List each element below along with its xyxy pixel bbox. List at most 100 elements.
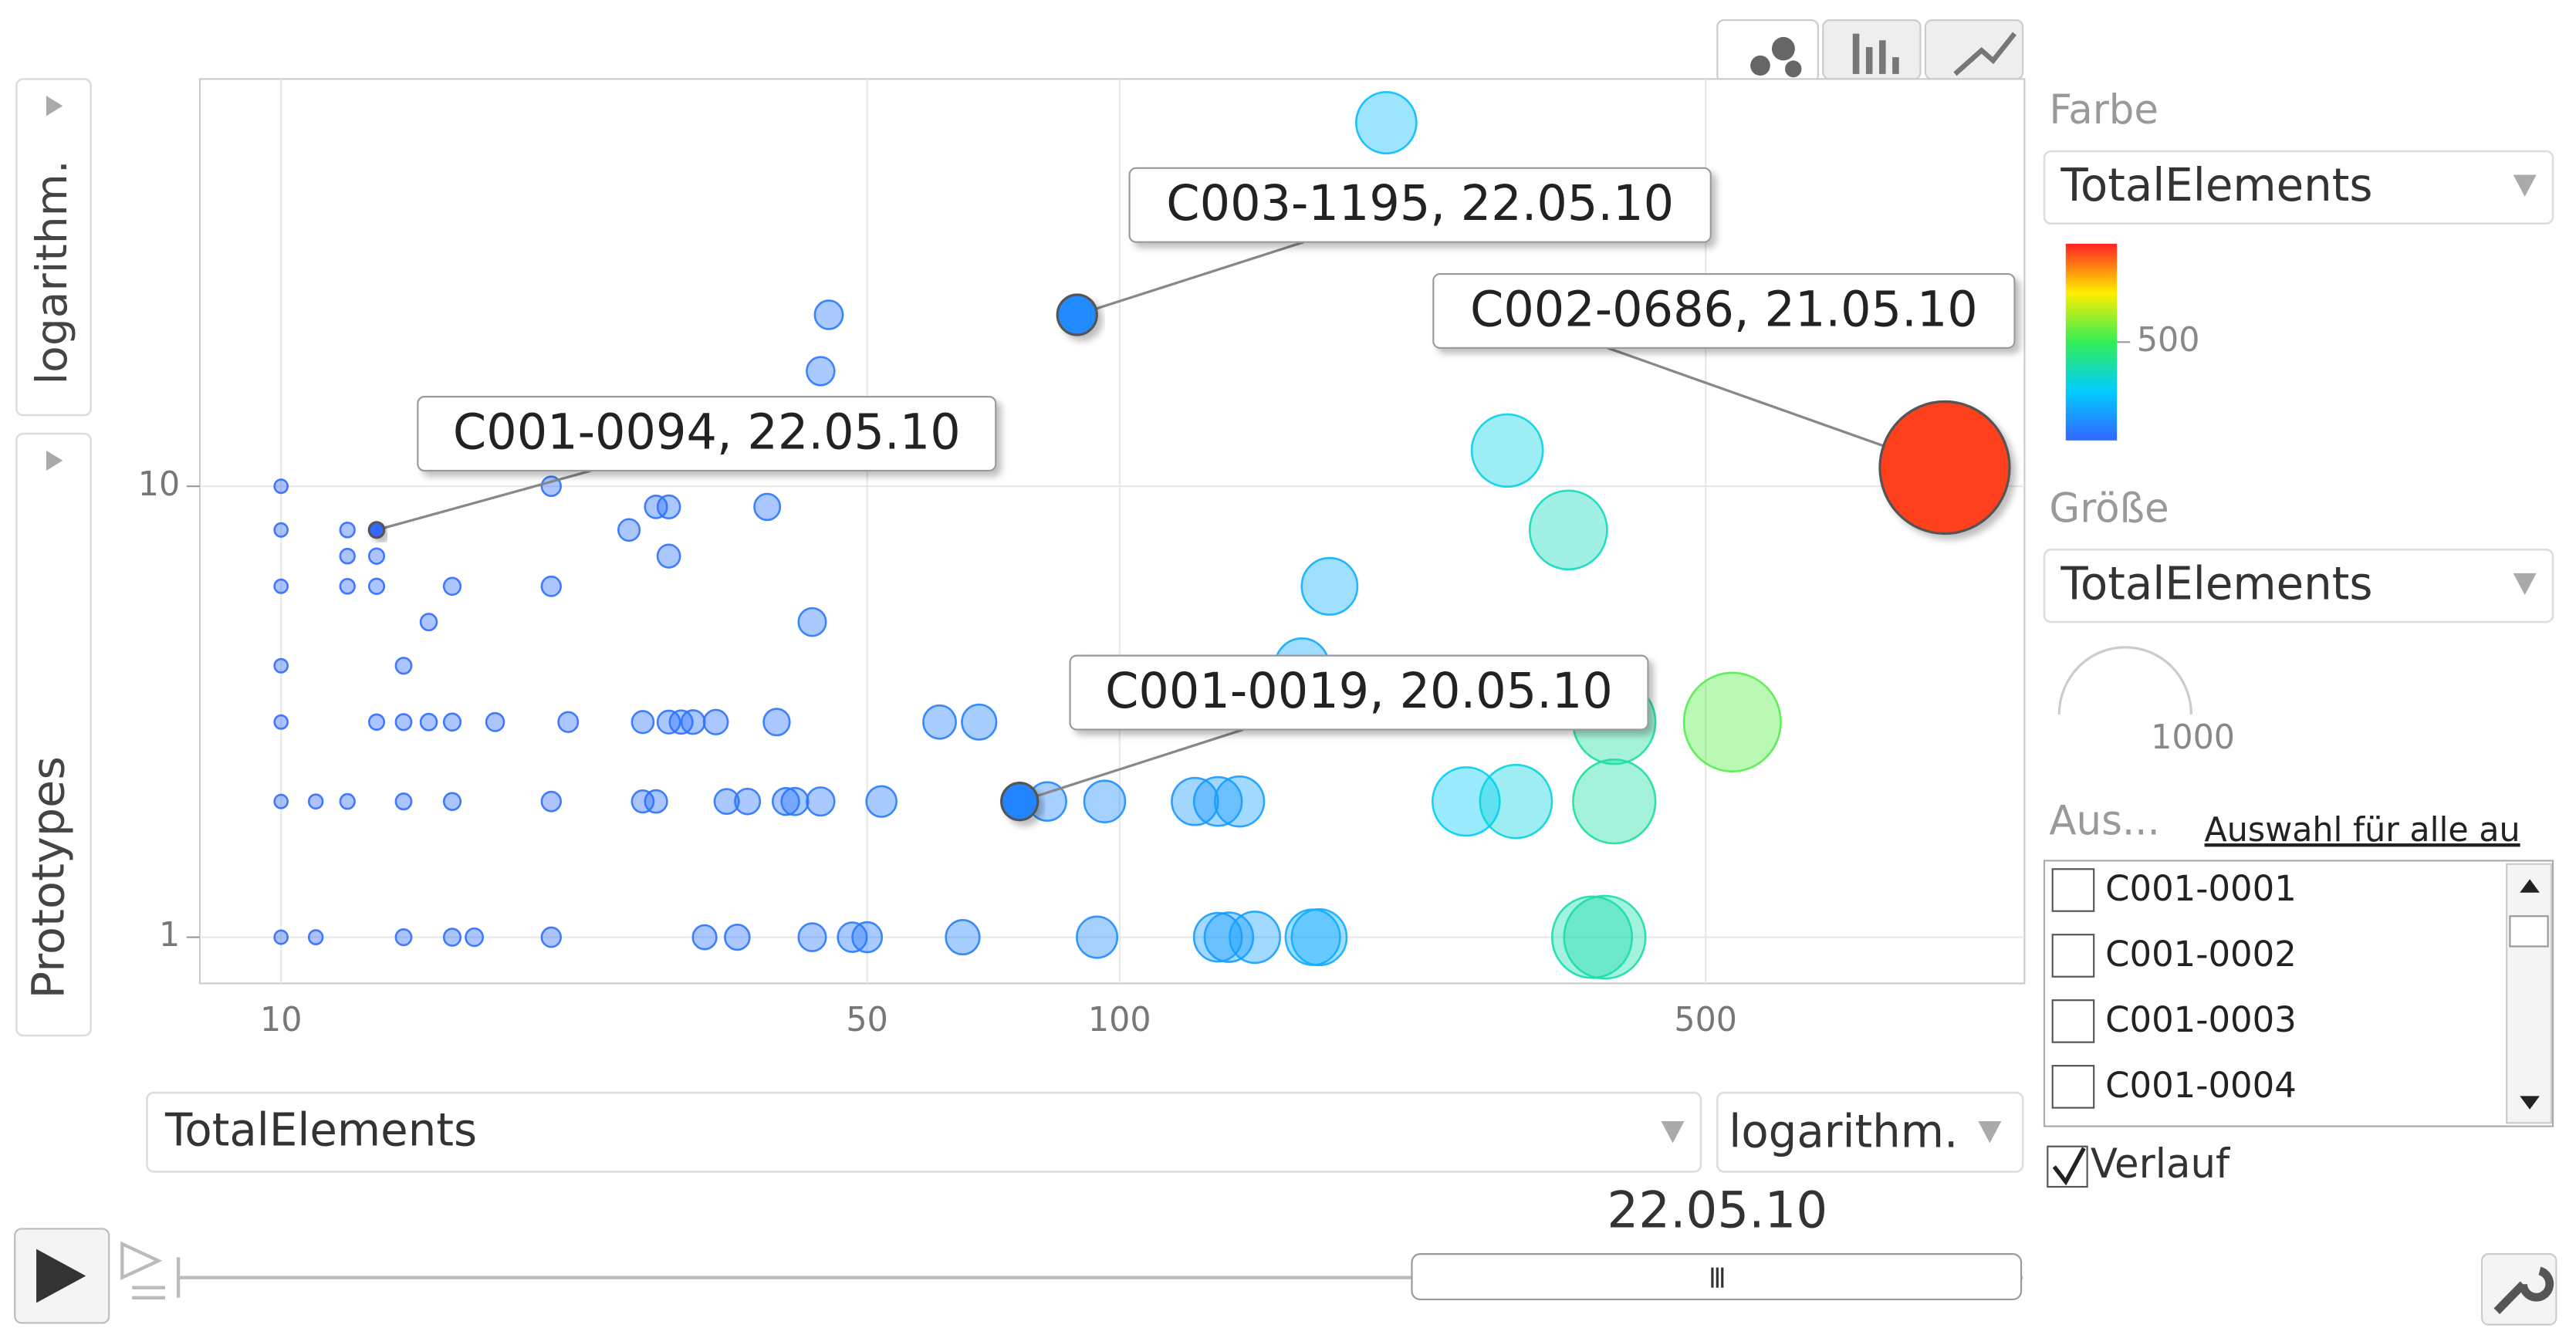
bubble[interactable] [617,518,641,542]
bubble[interactable] [339,521,356,539]
bubble[interactable] [771,786,800,816]
bubble[interactable] [367,713,386,731]
bubble[interactable] [806,356,836,387]
bubble[interactable] [702,708,729,735]
bubble[interactable] [656,494,681,520]
bubble[interactable] [273,793,289,809]
bubble[interactable] [1300,556,1359,616]
bubble[interactable] [339,577,356,595]
thumb-grip [1711,1267,1724,1288]
bubble[interactable] [442,576,462,596]
bubble[interactable] [367,547,386,565]
bubble[interactable] [1682,671,1782,772]
line-tab[interactable] [1924,19,2024,80]
bubble[interactable] [865,785,898,818]
bubble[interactable] [1470,413,1544,488]
bubble[interactable] [394,657,413,675]
highlighted-bubble[interactable] [1000,782,1040,822]
item-checkbox[interactable] [2051,868,2095,912]
bubble[interactable] [1229,911,1281,965]
scrollbar[interactable] [2506,863,2552,1124]
bubble[interactable] [1192,911,1243,963]
highlighted-bubble[interactable] [1056,293,1098,336]
dropdown-arrow [46,96,63,117]
bubble[interactable] [442,928,462,947]
item-label[interactable]: C001-0004 [2105,1065,2297,1106]
item-label[interactable]: C001-0003 [2105,999,2297,1040]
y-scale-select[interactable] [15,78,92,417]
item-checkbox[interactable] [2051,1065,2095,1109]
bubble[interactable] [339,547,356,565]
item-label[interactable]: C001-0002 [2105,934,2297,975]
x-variable-select[interactable] [146,1091,1702,1173]
dropdown-arrow [2513,573,2537,596]
bubble[interactable] [691,924,718,951]
bubble[interactable] [630,710,655,735]
bubble[interactable] [753,492,782,522]
bubble[interactable] [1076,915,1119,959]
bubble[interactable] [367,577,386,596]
bubble[interactable] [797,607,827,637]
bubble-tab[interactable] [1716,19,1819,83]
highlighted-bubble[interactable] [1878,400,2011,536]
select-all-link[interactable]: Auswahl für alle au [2205,811,2520,850]
item-checkbox[interactable] [2051,999,2095,1043]
bubble[interactable] [961,703,998,741]
bubble[interactable] [540,790,562,813]
bubble[interactable] [307,929,324,946]
bubble[interactable] [780,786,810,816]
chart-tabs [1716,19,2024,83]
speed-control[interactable] [120,1241,165,1299]
bubble[interactable] [273,578,289,594]
bubble[interactable] [1563,894,1647,980]
bubble[interactable] [442,792,462,811]
bubble[interactable] [797,922,827,952]
bubble[interactable] [273,522,289,538]
bubble[interactable] [1528,489,1608,571]
bubble[interactable] [713,788,740,816]
bubble[interactable] [734,787,762,816]
size-select[interactable] [2043,549,2554,623]
scroll-thumb[interactable] [2509,915,2549,948]
bubble[interactable] [465,927,485,948]
bubble[interactable] [394,713,413,732]
bubble[interactable] [851,921,884,954]
y-variable-select[interactable] [15,432,92,1037]
bubble[interactable] [273,657,289,674]
color-select[interactable] [2043,150,2554,225]
x-scale-select[interactable] [1716,1091,2024,1173]
bubble[interactable] [1355,90,1418,155]
bubble[interactable] [273,714,289,730]
bubble[interactable] [557,711,580,733]
bubble[interactable] [307,793,324,810]
bubble[interactable] [273,478,289,495]
trail-label: Verlauf [2091,1141,2231,1188]
bubble[interactable] [644,789,668,814]
highlighted-bubble[interactable] [367,521,386,539]
bubble[interactable] [419,613,438,632]
bubble[interactable] [442,712,462,732]
bubble[interactable] [419,712,438,732]
bubble[interactable] [339,792,356,810]
bubble[interactable] [806,786,836,817]
bubble[interactable] [680,709,706,735]
item-checkbox[interactable] [2051,934,2095,978]
bubble[interactable] [724,923,751,951]
bubble[interactable] [394,928,413,947]
bubble[interactable] [273,929,289,945]
bubble[interactable] [762,708,791,737]
x-scale-label: logarithm. [1729,1105,1958,1158]
bubble[interactable] [945,919,981,956]
item-label[interactable]: C001-0001 [2105,868,2297,909]
bubble[interactable] [540,926,562,948]
bubble[interactable] [813,299,844,330]
bubble[interactable] [644,495,668,519]
bubble[interactable] [394,792,413,811]
bubble[interactable] [485,711,505,732]
bubble[interactable] [630,789,655,814]
bubble[interactable] [540,575,562,597]
bubble[interactable] [922,704,957,740]
bubble[interactable] [1550,895,1634,979]
bubble[interactable] [656,543,681,569]
bubble[interactable] [1290,908,1348,967]
